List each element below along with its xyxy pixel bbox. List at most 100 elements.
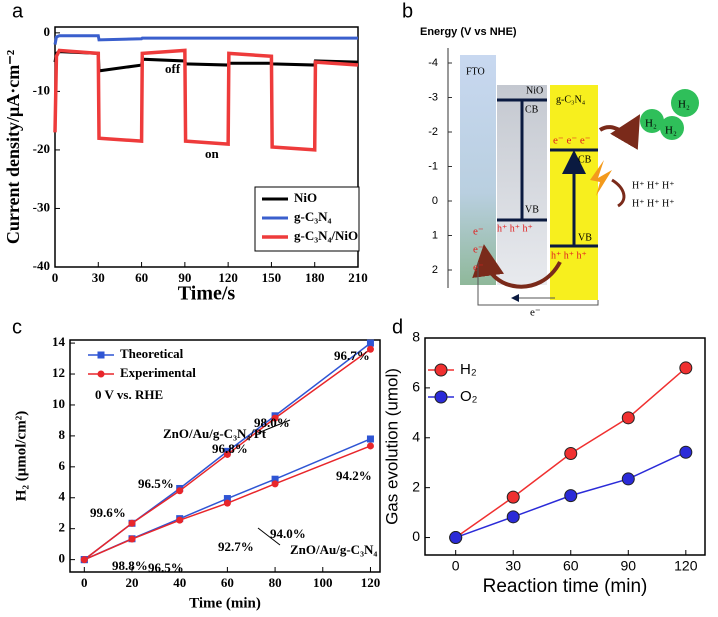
series-line — [53, 48, 359, 152]
x-tick-label: 20 — [126, 575, 139, 590]
x-axis-label: Reaction time (min) — [483, 576, 648, 597]
y-tick-label: 6 — [412, 379, 420, 395]
y-axis-label: Gas evolution (umol) — [382, 368, 401, 525]
series-line — [53, 34, 358, 45]
legend-label: H₂ — [460, 361, 477, 378]
h2-bubble — [660, 116, 684, 140]
label: e⁻ — [530, 307, 541, 319]
panel-label: d — [392, 316, 403, 338]
legend-marker — [434, 390, 448, 404]
legend-label: Theoretical — [120, 346, 184, 361]
x-tick-label: 100 — [313, 575, 333, 590]
x-tick-label: 0 — [52, 270, 59, 285]
panel-label: c — [12, 316, 22, 338]
marker — [271, 480, 279, 488]
marker — [564, 446, 578, 460]
energy-tick-label: 0 — [432, 195, 438, 207]
label: h⁺ h⁺ h⁺ — [551, 250, 587, 261]
marker — [366, 442, 374, 450]
x-tick-label: 120 — [361, 575, 381, 590]
marker — [223, 495, 231, 503]
energy-tick-label: -2 — [428, 126, 438, 138]
label: H⁺ H⁺ H⁺ — [632, 180, 675, 191]
plot-frame — [54, 26, 359, 268]
y-tick-label: -10 — [33, 82, 50, 97]
panel-label: a — [12, 0, 24, 22]
marker — [506, 490, 520, 504]
annotation: ZnO/Au/g-C₃N₄/Pt — [163, 426, 267, 441]
plot-frame — [424, 337, 706, 556]
marker — [449, 531, 463, 545]
legend-marker — [97, 370, 105, 378]
energy-tick-label: -4 — [428, 57, 438, 69]
annotation: 96.8% — [212, 441, 248, 456]
marker — [366, 345, 374, 353]
label: VB — [525, 204, 539, 215]
label: h⁺ h⁺ h⁺ — [497, 223, 533, 234]
x-tick-label: 0 — [81, 575, 88, 590]
label: H₂ — [678, 99, 690, 111]
electron-transfer — [598, 114, 641, 150]
y-tick-label: 0 — [59, 551, 66, 566]
pointer — [257, 527, 281, 546]
light-icon — [590, 160, 612, 196]
x-tick-label: 30 — [505, 558, 521, 574]
marker — [80, 556, 88, 564]
marker — [176, 487, 184, 495]
x-axis-label: Time (min) — [189, 595, 261, 611]
marker — [366, 339, 374, 347]
label: H₂ — [645, 118, 657, 130]
y-axis-label: H₂ (μmol/cm²) — [13, 411, 29, 501]
legend-marker — [97, 351, 105, 359]
marker — [564, 489, 578, 503]
label: VB — [578, 232, 592, 243]
annotation: 0 V vs. RHE — [95, 387, 163, 402]
h2-bubble — [640, 109, 664, 133]
y-tick-label: 4 — [59, 489, 66, 504]
chart: 0 30 60 90 120 0 2 4 6 8 Reaction time (min) Gas ev… — [382, 329, 706, 597]
legend-label: NiO — [294, 190, 317, 205]
marker — [223, 499, 231, 507]
plot-frame — [69, 339, 381, 573]
label: e⁻ e⁻ e⁻ — [553, 135, 591, 147]
energy-tick-label: -1 — [428, 160, 438, 172]
marker — [223, 450, 231, 458]
marker — [271, 475, 279, 483]
x-tick-label: 60 — [221, 575, 234, 590]
x-tick-label: 120 — [218, 270, 238, 285]
x-tick-label: 30 — [92, 270, 105, 285]
series-line — [83, 348, 371, 561]
x-tick-label: 80 — [269, 575, 282, 590]
y-tick-label: 10 — [52, 396, 65, 411]
annotation: 96.7% — [334, 348, 370, 363]
marker — [621, 411, 635, 425]
series-line — [53, 50, 359, 73]
pointer — [257, 419, 291, 434]
y-tick-label: 14 — [52, 334, 66, 349]
label: NiO — [526, 85, 543, 96]
label: g-C₃N₄ — [556, 94, 586, 105]
series-line — [84, 445, 371, 561]
hole-transfer — [472, 244, 562, 289]
annotation: 94.0% — [270, 526, 306, 541]
h2-bubble — [671, 89, 699, 117]
y-tick-label: 2 — [412, 478, 420, 494]
label: CB — [578, 154, 592, 165]
marker — [128, 519, 136, 527]
annotation: 96.5% — [138, 476, 174, 491]
y-tick-label: 0 — [44, 24, 51, 39]
label: e⁻ — [473, 262, 484, 274]
energy-tick-label: -3 — [428, 91, 438, 103]
legend-marker — [434, 363, 448, 377]
marker — [621, 472, 635, 486]
annotation: 92.7% — [218, 539, 254, 554]
annotation: 99.6% — [90, 505, 126, 520]
label: FTO — [466, 66, 485, 77]
axis-label: Energy (V vs NHE) — [420, 26, 517, 38]
y-tick-label: 12 — [52, 365, 65, 380]
y-tick-label: -40 — [33, 258, 50, 273]
y-tick-label: 4 — [412, 428, 420, 444]
y-tick-label: -20 — [33, 141, 50, 156]
x-tick-label: 120 — [674, 558, 698, 574]
